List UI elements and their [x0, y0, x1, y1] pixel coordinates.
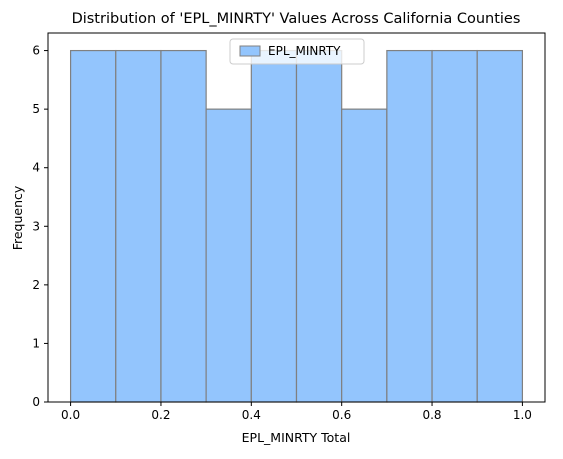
histogram-bar-1: [69, 49, 117, 403]
y-tick-label: 0: [32, 395, 40, 409]
histogram-bar-5: [250, 49, 298, 403]
histogram-bar-2: [115, 49, 162, 403]
histogram-bar-6: [295, 49, 343, 403]
axes-layer: 0.0 0.2 0.4 0.6 0.8 1.0 0 1 2 3 4 5 6: [32, 32, 546, 422]
y-tick-label: 3: [32, 219, 40, 233]
y-axis-label: Frequency: [10, 185, 25, 250]
legend-swatch: [239, 45, 261, 57]
histogram-bar-10: [476, 49, 524, 403]
x-tick-label: 0.6: [332, 408, 351, 422]
histogram-bar-3: [160, 49, 207, 403]
histogram-bar-4: [205, 108, 252, 403]
y-tick-label: 6: [32, 44, 40, 58]
bars-layer: [69, 49, 524, 403]
x-tick-label: 0.2: [151, 408, 170, 422]
chart-title: Distribution of 'EPL_MINRTY' Values Acro…: [72, 11, 521, 27]
x-tick-label: 0.0: [61, 408, 80, 422]
histogram-bar-8: [386, 49, 433, 403]
legend-box: [229, 38, 365, 65]
x-tick-label: 0.4: [242, 408, 261, 422]
x-tick-label: 0.8: [422, 408, 441, 422]
y-tick-label: 4: [32, 161, 40, 175]
histogram-bar-7: [341, 108, 388, 403]
histogram-bar-9: [431, 49, 478, 403]
plot-frame: [47, 32, 546, 403]
x-tick-label: 1.0: [513, 408, 532, 422]
legend-label: EPL_MINRTY: [268, 44, 341, 58]
legend: EPL_MINRTY: [229, 38, 365, 65]
x-axis-label: EPL_MINRTY Total: [242, 430, 351, 445]
y-tick-label: 2: [32, 278, 40, 292]
y-tick-label: 1: [32, 336, 40, 350]
y-tick-label: 5: [32, 102, 40, 116]
